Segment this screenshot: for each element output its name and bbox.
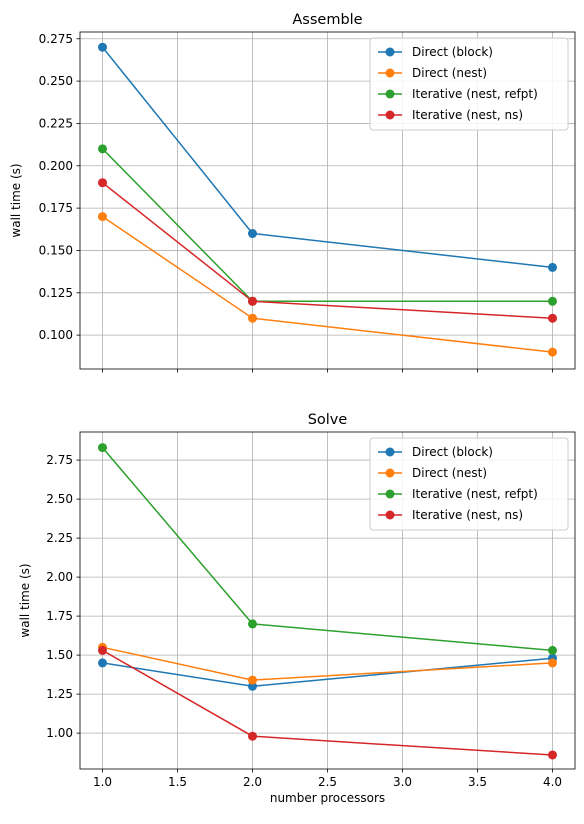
data-point-iterative-nest-refpt [548,296,557,306]
data-point-direct-block [98,42,107,52]
data-point-direct-block [98,658,107,668]
x-tick-label: 2.5 [318,775,337,789]
x-tick-label: 1.5 [168,775,187,789]
data-point-direct-nest [248,675,257,685]
data-point-direct-nest [548,658,557,668]
data-point-iterative-nest-ns [248,731,257,741]
data-point-iterative-nest-ns [548,750,557,760]
legend-swatch-marker [385,47,395,57]
legend-label: Direct (block) [412,445,493,459]
data-point-iterative-nest-ns [98,178,107,188]
y-tick-label: 1.25 [46,687,73,701]
y-tick-label: 1.00 [46,726,73,740]
legend-box [369,37,569,131]
x-tick-label: 2.0 [243,775,262,789]
data-point-iterative-nest-refpt [248,619,257,629]
y-tick-label: 2.50 [46,492,73,506]
x-tick-label: 1.0 [93,775,112,789]
data-point-iterative-nest-refpt [98,144,107,154]
legend-swatch-marker [385,489,395,499]
y-axis-label: wall time (s) [18,563,32,637]
legend-label: Direct (nest) [412,66,487,80]
data-point-direct-nest [548,347,557,357]
chart-title: Assemble [292,12,362,28]
legend-label: Direct (block) [412,45,493,59]
x-tick-label: 3.5 [468,775,487,789]
legend-swatch-marker [385,447,395,457]
data-point-direct-nest [248,313,257,323]
legend-box [369,437,569,531]
data-point-direct-block [248,229,257,239]
y-tick-label: 0.125 [39,286,73,300]
y-tick-label: 2.00 [46,570,73,584]
legend: Direct (block) Direct (nest) Iterative (ne… [369,37,569,131]
legend-entry-iterative-nest-refpt: Iterative (nest, refpt) [378,487,538,501]
legend-label: Iterative (nest, refpt) [412,87,538,101]
solve-chart: 1.0 1.5 2.0 2.5 3.0 3.5 4.0 1.00 1.25 1.50 1.75 2.0… [18,412,576,805]
legend-swatch-marker [385,468,395,478]
data-point-iterative-nest-refpt [98,443,107,453]
legend: Direct (block) Direct (nest) Iterative (ne… [369,437,569,531]
assemble-chart: 0.100 0.125 0.150 0.175 0.200 0.225 0.250 0.275… [9,12,576,373]
y-tick-label: 1.75 [46,609,73,623]
legend-label: Iterative (nest, refpt) [412,487,538,501]
legend-label: Iterative (nest, ns) [412,108,523,122]
legend-swatch-marker [385,68,395,78]
y-tick-label: 0.100 [39,328,73,342]
data-point-iterative-nest-ns [548,313,557,323]
data-point-iterative-nest-ns [248,296,257,306]
legend-swatch-marker [385,89,395,99]
y-axis-label: wall time (s) [9,163,23,237]
y-tick-label: 0.250 [39,74,73,88]
y-tick-label: 2.25 [46,531,73,545]
data-point-iterative-nest-refpt [548,645,557,655]
legend-label: Direct (nest) [412,466,487,480]
legend-entry-iterative-nest-refpt: Iterative (nest, refpt) [378,87,538,101]
y-tick-label: 0.150 [39,243,73,257]
chart-title: Solve [308,412,348,428]
y-tick-label: 1.50 [46,648,73,662]
x-tick-label: 4.0 [543,775,562,789]
x-axis-label: number processors [270,791,385,805]
y-tick-label: 0.175 [39,201,73,215]
x-tick-label: 3.0 [393,775,412,789]
y-tick-label: 2.75 [46,453,73,467]
legend-swatch-marker [385,110,395,120]
legend-entry-direct-block: Direct (block) [378,445,493,459]
data-point-direct-block [248,681,257,691]
data-point-iterative-nest-ns [98,645,107,655]
legend-entry-iterative-nest-ns: Iterative (nest, ns) [378,508,523,522]
y-tick-label: 0.275 [39,32,73,46]
data-point-direct-nest [98,212,107,222]
legend-entry-direct-nest: Direct (nest) [378,66,487,80]
y-tick-label: 0.200 [39,159,73,173]
y-tick-label: 0.225 [39,116,73,130]
legend-swatch-marker [385,510,395,520]
legend-label: Iterative (nest, ns) [412,508,523,522]
data-point-direct-block [548,262,557,272]
legend-entry-direct-block: Direct (block) [378,45,493,59]
legend-entry-direct-nest: Direct (nest) [378,466,487,480]
legend-entry-iterative-nest-ns: Iterative (nest, ns) [378,108,523,122]
